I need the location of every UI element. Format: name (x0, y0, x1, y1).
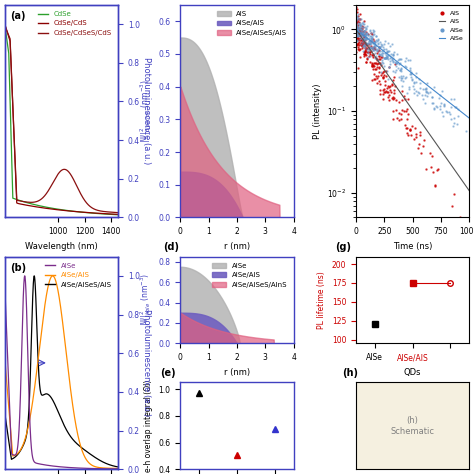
X-axis label: QDs: QDs (404, 368, 421, 377)
Text: (d): (d) (164, 242, 179, 252)
X-axis label: Wavelength (nm): Wavelength (nm) (25, 242, 98, 251)
Text: (g): (g) (336, 242, 352, 252)
Y-axis label: e-h overlap integral (OI): e-h overlap integral (OI) (144, 380, 153, 472)
Y-axis label: PL (intensity): PL (intensity) (312, 83, 321, 139)
Text: (a): (a) (10, 11, 26, 21)
Legend: CdSe, CdSe/CdS, CdSe/CdSeS/CdS: CdSe, CdSe/CdS, CdSe/CdSeS/CdS (35, 8, 115, 39)
Legend: AlSe, AlSe/AIS, AlSe/AlSeS/AIS: AlSe, AlSe/AIS, AlSe/AlSeS/AIS (42, 260, 115, 291)
Y-axis label: Photoluminescence (a.u.): Photoluminescence (a.u.) (142, 309, 151, 417)
Legend: AlSe, AlSe/AIS, AlSe/AlSeS/AInS: AlSe, AlSe/AIS, AlSe/AlSeS/AInS (210, 260, 290, 291)
X-axis label: Time (ns): Time (ns) (393, 242, 432, 251)
X-axis label: r (nm): r (nm) (224, 242, 250, 251)
X-axis label: r (nm): r (nm) (224, 368, 250, 377)
Legend: AIS, AlSe/AIS, AlSe/AlSeS/AIS: AIS, AlSe/AIS, AlSe/AlSeS/AIS (214, 8, 290, 39)
Text: (h)
Schematic: (h) Schematic (391, 416, 435, 436)
Y-axis label: Photoluminescence (a.u.): Photoluminescence (a.u.) (142, 57, 151, 165)
Y-axis label: $|\Psi|^2_{Electron}$ (nm$^{-3}$): $|\Psi|^2_{Electron}$ (nm$^{-3}$) (138, 79, 153, 143)
Text: (h): (h) (342, 368, 358, 378)
Text: (b): (b) (10, 263, 27, 273)
Y-axis label: $|\Psi|^2_{hole}$ (nm$^{-3}$): $|\Psi|^2_{hole}$ (nm$^{-3}$) (138, 273, 153, 327)
Text: (e): (e) (160, 368, 175, 378)
Y-axis label: PL lifetime (ns): PL lifetime (ns) (317, 271, 326, 329)
Legend: AIS, AIS, AlSe, AlSe: AIS, AIS, AlSe, AlSe (436, 8, 466, 44)
